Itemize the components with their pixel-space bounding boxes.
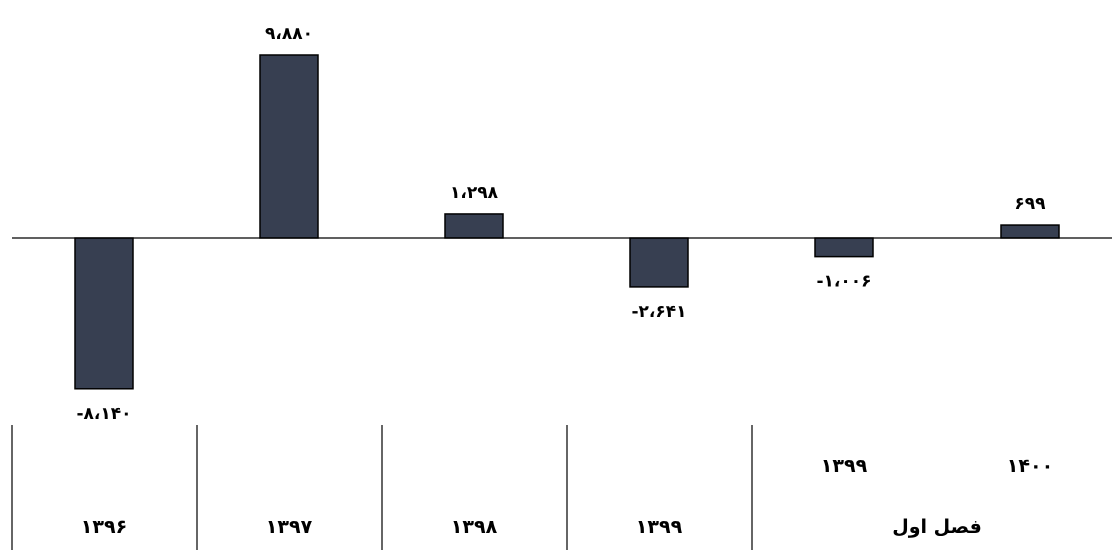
group-label: فصل اول	[892, 516, 982, 538]
category-separators	[11, 425, 753, 550]
category-label: ۱۳۹۹	[636, 516, 683, 538]
bar	[629, 237, 689, 288]
bar	[74, 237, 134, 390]
data-label: ۹،۸۸۰	[265, 24, 313, 44]
bar	[1000, 224, 1060, 239]
category-label: ۱۴۰۰	[1007, 455, 1053, 477]
bar	[259, 54, 319, 239]
category-label: ۱۳۹۹	[821, 455, 868, 477]
data-labels-layer: -۸،۱۴۰ ۹،۸۸۰ ۱،۲۹۸ -۲،۶۴۱ -۱،۰۰۶ ۶۹۹	[76, 24, 1046, 424]
data-label: -۲،۶۴۱	[631, 302, 686, 322]
bar	[444, 213, 504, 239]
bar	[814, 237, 874, 258]
category-label: ۱۳۹۶	[81, 516, 127, 538]
category-labels-layer: ۱۳۹۶ ۱۳۹۷ ۱۳۹۸ ۱۳۹۹ ۱۳۹۹ ۱۴۰۰	[81, 455, 1053, 538]
category-label: ۱۳۹۸	[451, 516, 498, 538]
bars-layer	[74, 54, 1060, 390]
category-label: ۱۳۹۷	[266, 516, 313, 538]
data-label: ۱،۲۹۸	[450, 183, 499, 203]
data-label: ۶۹۹	[1014, 194, 1046, 214]
data-label: -۱،۰۰۶	[816, 272, 871, 292]
data-label: -۸،۱۴۰	[76, 404, 131, 424]
